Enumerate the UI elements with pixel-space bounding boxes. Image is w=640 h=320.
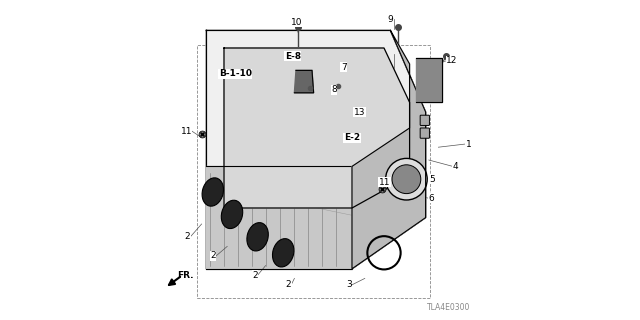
Text: 8: 8 [332,85,337,94]
FancyBboxPatch shape [420,115,429,125]
Text: 2: 2 [211,252,216,260]
Text: 2: 2 [252,271,258,280]
Ellipse shape [221,200,243,228]
Polygon shape [416,58,442,102]
Text: 10: 10 [291,18,302,27]
Text: 3: 3 [346,280,352,289]
Polygon shape [294,70,314,93]
Ellipse shape [247,223,268,251]
Text: 12: 12 [447,56,458,65]
Text: 9: 9 [388,15,394,24]
Text: 2: 2 [185,232,191,241]
Text: FR.: FR. [178,271,194,280]
Text: 7: 7 [340,63,346,72]
Polygon shape [352,30,426,269]
Text: 4: 4 [453,162,458,171]
Text: E-8: E-8 [285,52,301,60]
FancyBboxPatch shape [420,128,429,138]
Circle shape [392,165,421,194]
Text: 2: 2 [285,280,291,289]
Text: TLA4E0300: TLA4E0300 [427,303,470,312]
Text: E-2: E-2 [344,133,360,142]
Circle shape [385,158,428,200]
Text: 5: 5 [429,175,435,184]
Polygon shape [224,48,410,208]
Ellipse shape [273,239,294,267]
Text: B-1-10: B-1-10 [219,69,252,78]
Polygon shape [206,166,352,269]
Bar [197,45,430,298]
Text: 1: 1 [466,140,471,148]
Polygon shape [206,30,426,269]
Text: 13: 13 [354,108,365,116]
Text: 6: 6 [429,194,435,203]
Text: 11: 11 [180,127,192,136]
Text: 11: 11 [379,178,390,187]
Ellipse shape [202,178,223,206]
